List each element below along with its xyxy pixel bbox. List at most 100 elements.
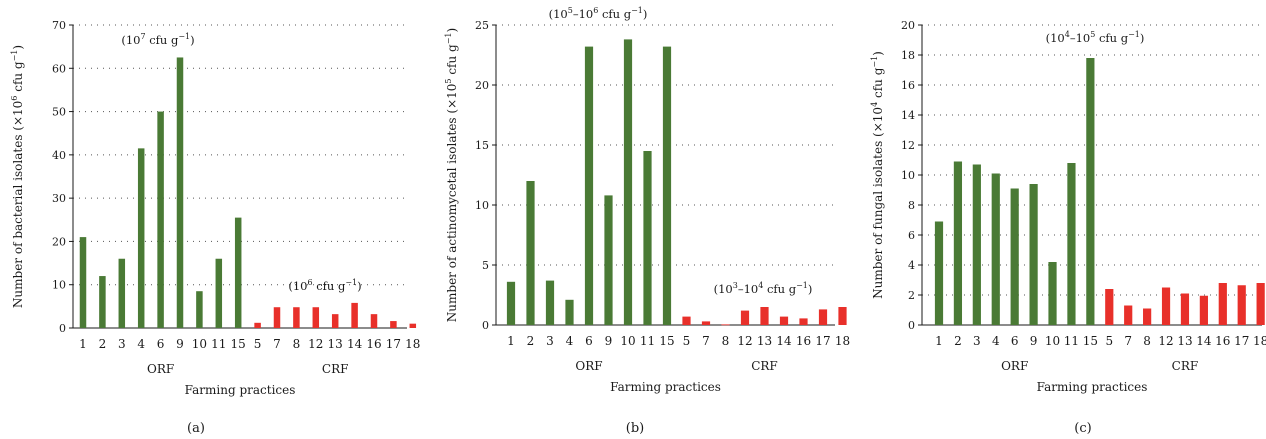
bar-crf-16: [799, 318, 808, 325]
x-tick-label: 18: [405, 337, 420, 351]
annotation-orf-sup-3: 6: [593, 6, 598, 15]
bar-crf-16: [1218, 283, 1227, 325]
x-tick-label: 10: [192, 337, 207, 351]
y-tick-label: 6: [908, 229, 915, 242]
x-tick-label: 5: [254, 337, 262, 351]
bar-orf-15: [662, 46, 672, 325]
y-tick-label: 60: [52, 62, 66, 75]
y-axis-label-part-0: Number of bacterial isolates (×10: [11, 101, 25, 308]
bar-crf-17: [390, 321, 397, 328]
panel-label: (a): [187, 421, 205, 436]
bar-crf-14: [351, 302, 358, 328]
group-label-orf: ORF: [147, 362, 174, 376]
x-tick-label: 15: [1083, 334, 1098, 348]
bar-crf-18: [838, 307, 847, 325]
x-tick-label: 18: [1253, 334, 1266, 348]
bar-orf-11: [215, 258, 223, 328]
bar-crf-16: [370, 314, 378, 328]
annotation-orf-part-0: (10: [121, 33, 140, 47]
x-tick-label: 2: [99, 337, 107, 351]
annotation-orf-part-6: ): [1140, 31, 1145, 45]
y-axis-label: Number of actinomycetal isolates (×105 c…: [444, 28, 459, 322]
bar-orf-6: [584, 46, 594, 325]
annotation-orf-part-0: (10: [1046, 31, 1065, 45]
bar-orf-9: [604, 195, 613, 325]
bar-orf-15: [1086, 58, 1095, 325]
x-tick-label: 18: [835, 334, 850, 348]
x-tick-label: 15: [659, 334, 674, 348]
bar-crf-7: [701, 321, 711, 325]
x-tick-label: 2: [954, 334, 962, 348]
bar-crf-18: [409, 323, 417, 328]
annotation-crf-part-6: ): [808, 282, 813, 296]
bar-orf-2: [953, 161, 963, 325]
annotation-orf-part-2: cfu g: [146, 33, 179, 47]
x-axis-label: Farming practices: [610, 380, 721, 394]
annotation-crf-sup-1: 3: [733, 281, 738, 290]
annotation-orf-sup-5: −1: [1128, 30, 1140, 39]
panel-label: (c): [1074, 421, 1091, 436]
x-tick-label: 5: [683, 334, 691, 348]
x-tick-label: 9: [605, 334, 613, 348]
bar-orf-9: [1029, 184, 1038, 325]
bar-orf-6: [157, 111, 164, 328]
bar-crf-7: [273, 307, 281, 328]
x-tick-label: 14: [776, 334, 792, 348]
bar-orf-1: [934, 221, 944, 325]
y-tick-label: 18: [901, 49, 915, 62]
annotation-crf-sup-5: −1: [796, 281, 808, 290]
bar-crf-5: [1105, 289, 1114, 325]
y-tick-label: 0: [59, 322, 66, 335]
y-axis-label: Number of fungal isolates (×104 cfu g−1): [870, 51, 885, 299]
bar-crf-12: [312, 307, 320, 328]
x-tick-label: 10: [1045, 334, 1060, 348]
bar-crf-8: [293, 307, 300, 328]
x-tick-label: 9: [1030, 334, 1038, 348]
y-tick-label: 20: [475, 79, 489, 92]
x-tick-label: 9: [176, 337, 184, 351]
y-tick-label: 40: [52, 149, 66, 162]
y-axis-label-sup-3: −1: [10, 50, 19, 62]
group-label-orf: ORF: [1001, 359, 1028, 373]
y-axis-label-part-2: cfu g: [11, 61, 25, 96]
annotation-orf: (104–105 cfu g−1): [1046, 30, 1145, 45]
annotation-orf-sup-1: 5: [568, 6, 573, 15]
x-tick-label: 1: [935, 334, 943, 348]
annotation-crf-sup-1: 6: [307, 278, 312, 287]
annotation-crf-part-4: ): [357, 279, 362, 293]
annotation-orf-sup-1: 4: [1065, 30, 1070, 39]
bar-orf-10: [196, 291, 203, 328]
x-tick-label: 16: [366, 337, 381, 351]
annotation-crf-part-2: cfu g: [313, 279, 346, 293]
annotation-orf-part-0: (10: [549, 7, 568, 21]
annotation-orf-sup-3: 5: [1090, 30, 1095, 39]
y-axis-label-sup-3: −1: [444, 32, 453, 44]
bar-crf-8: [721, 324, 730, 326]
annotation-orf-part-2: –10: [1070, 31, 1090, 45]
bar-orf-4: [137, 148, 145, 328]
x-tick-label: 1: [79, 337, 87, 351]
bar-orf-3: [545, 280, 555, 325]
x-tick-label: 11: [1064, 334, 1079, 348]
x-tick-label: 11: [211, 337, 226, 351]
y-tick-label: 50: [52, 106, 66, 119]
x-tick-label: 10: [620, 334, 635, 348]
y-tick-label: 5: [482, 259, 489, 272]
annotation-orf-sup-1: 7: [140, 32, 145, 41]
bar-crf-17: [1237, 285, 1246, 325]
x-tick-label: 7: [1124, 334, 1132, 348]
panel-label: (b): [626, 421, 644, 436]
annotation-orf-sup-5: −1: [631, 6, 643, 15]
x-tick-label: 14: [1196, 334, 1212, 348]
bar-crf-14: [779, 316, 789, 325]
y-axis-label-part-4: ): [11, 45, 25, 50]
group-label-orf: ORF: [575, 359, 602, 373]
bar-orf-10: [623, 39, 633, 326]
x-tick-label: 3: [973, 334, 981, 348]
annotation-crf-sup-3: −1: [345, 278, 357, 287]
y-axis-label-sup-1: 4: [870, 102, 879, 107]
y-axis-label-sup-1: 6: [10, 96, 19, 101]
